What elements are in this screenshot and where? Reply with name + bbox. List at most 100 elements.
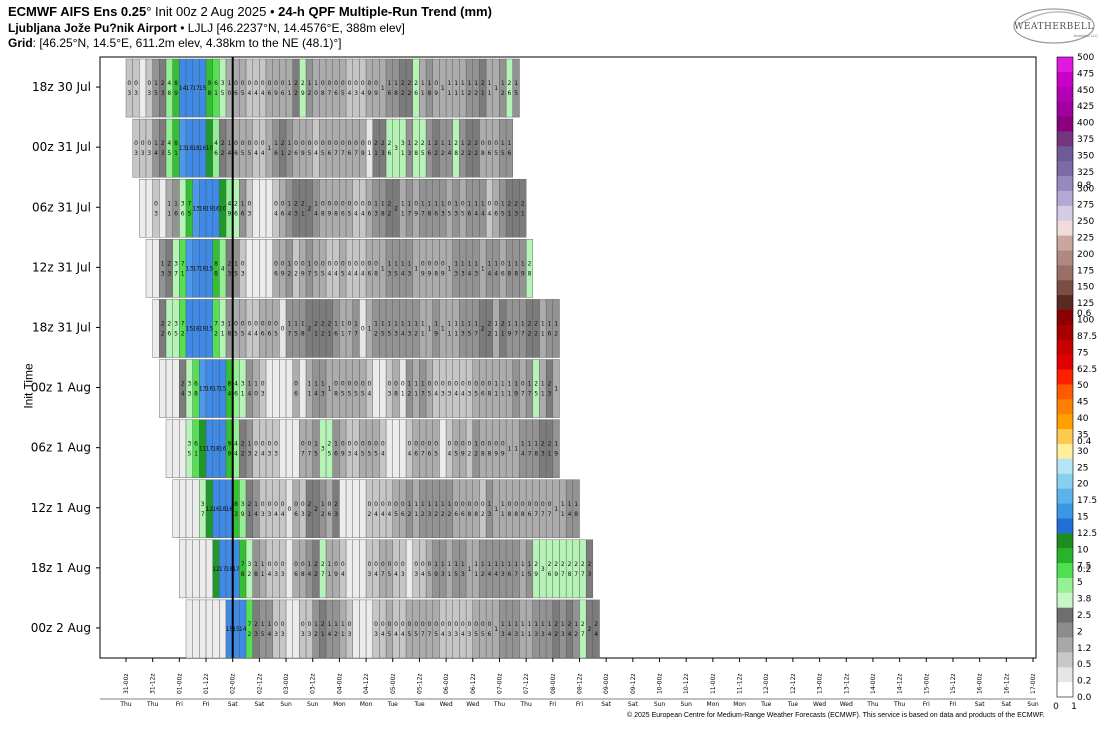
cell-value: 0 bbox=[334, 381, 338, 388]
cell-value: 4 bbox=[287, 210, 291, 217]
qpf-cell bbox=[219, 118, 227, 178]
cell-value: 1 bbox=[434, 561, 438, 568]
station-bullet: • bbox=[176, 21, 188, 35]
cell-value: 4 bbox=[434, 391, 438, 398]
qpf-cell bbox=[425, 419, 433, 478]
colorbar-label: 400 bbox=[1077, 119, 1094, 129]
cell-value: 3 bbox=[294, 210, 298, 217]
cell-value: 4 bbox=[441, 631, 445, 638]
cell-value: 4 bbox=[374, 571, 378, 578]
cell-value: 1 bbox=[494, 260, 498, 267]
cell-value: 1 bbox=[461, 561, 465, 568]
cell-value: 1 bbox=[541, 320, 545, 327]
cell-value: 16 bbox=[199, 145, 207, 152]
cell-value: 2 bbox=[488, 320, 492, 327]
qpf-cell bbox=[332, 539, 340, 599]
qpf-cell bbox=[459, 58, 467, 118]
cell-value: 7 bbox=[327, 90, 331, 97]
qpf-cell bbox=[472, 299, 480, 358]
x-tick-label: 09-12z bbox=[630, 673, 637, 694]
qpf-cell bbox=[432, 58, 440, 118]
cell-value: 1 bbox=[534, 621, 538, 628]
cell-value: 1 bbox=[267, 145, 271, 152]
cell-value: 1 bbox=[334, 320, 338, 327]
cell-value: 0 bbox=[428, 441, 432, 448]
qpf-cell bbox=[505, 599, 514, 659]
qpf-cell bbox=[479, 118, 487, 178]
cell-value: 0 bbox=[134, 80, 138, 87]
cell-value: 3 bbox=[588, 571, 592, 578]
cell-value: 5 bbox=[388, 571, 392, 578]
colorbar-label: 1.2 bbox=[1077, 644, 1091, 654]
cell-value: 2 bbox=[568, 621, 572, 628]
qpf-cell bbox=[505, 359, 514, 418]
cell-value: 2 bbox=[401, 80, 405, 87]
cell-value: 2 bbox=[468, 451, 472, 458]
qpf-cell bbox=[365, 118, 373, 178]
cell-value: 2 bbox=[314, 506, 318, 513]
cell-value: 0 bbox=[247, 80, 251, 87]
qpf-cell bbox=[365, 359, 373, 418]
cell-value: 1 bbox=[414, 265, 418, 272]
cell-value: 0 bbox=[334, 260, 338, 267]
cell-value: 3 bbox=[441, 571, 445, 578]
cell-value: 3 bbox=[374, 210, 378, 217]
cell-value: 1 bbox=[534, 441, 538, 448]
cell-value: 1 bbox=[307, 80, 311, 87]
qpf-cell bbox=[159, 118, 167, 178]
cell-value: 2 bbox=[434, 511, 438, 518]
cell-value: 1 bbox=[521, 320, 525, 327]
cell-value: 7 bbox=[521, 391, 525, 398]
qpf-cell bbox=[352, 178, 360, 238]
cell-value: 0 bbox=[281, 80, 285, 87]
cell-value: 2 bbox=[408, 511, 412, 518]
cell-value: 2 bbox=[474, 140, 478, 147]
cell-value: 9 bbox=[434, 330, 438, 337]
cell-value: 0 bbox=[234, 140, 238, 147]
cell-value: 0 bbox=[401, 621, 405, 628]
cell-value: 3 bbox=[261, 391, 265, 398]
cell-value: 1 bbox=[448, 140, 452, 147]
cell-value: 2 bbox=[434, 150, 438, 157]
cell-value: 0 bbox=[261, 80, 265, 87]
cell-value: 0 bbox=[334, 140, 338, 147]
cell-value: 3 bbox=[374, 631, 378, 638]
colorbar-label: 87.5 bbox=[1077, 332, 1097, 342]
qpf-cell bbox=[459, 299, 467, 358]
qpf-cell bbox=[539, 479, 547, 539]
cell-value: 0 bbox=[541, 501, 545, 508]
qpf-cell bbox=[365, 239, 373, 298]
cell-value: 0 bbox=[141, 140, 145, 147]
x-day-label: Sun bbox=[280, 701, 292, 708]
x-day-label: Thu bbox=[119, 701, 131, 708]
cell-value: 5 bbox=[321, 150, 325, 157]
cell-value: 0 bbox=[294, 381, 298, 388]
title-bullet: • bbox=[266, 4, 279, 19]
cell-value: 3 bbox=[461, 270, 465, 277]
cell-value: 1 bbox=[428, 200, 432, 207]
cell-value: 1 bbox=[327, 386, 331, 393]
qpf-cell bbox=[492, 359, 500, 418]
cell-value: 8 bbox=[508, 270, 512, 277]
cell-value: 0 bbox=[341, 561, 345, 568]
cell-value: 0 bbox=[368, 501, 372, 508]
qpf-cell bbox=[325, 239, 333, 298]
cell-value: 0 bbox=[354, 381, 358, 388]
cell-value: 0 bbox=[301, 621, 305, 628]
cell-value: 1 bbox=[441, 501, 445, 508]
cell-value: 7 bbox=[307, 451, 311, 458]
cell-value: 0 bbox=[307, 441, 311, 448]
qpf-cell bbox=[245, 58, 253, 118]
qpf-cell bbox=[305, 479, 313, 539]
qpf-cell bbox=[179, 178, 187, 238]
cell-value: 1 bbox=[461, 320, 465, 327]
logo-subtext: Analytics LLC bbox=[1073, 33, 1098, 38]
cell-value: 0 bbox=[147, 140, 151, 147]
qpf-cell bbox=[372, 359, 380, 418]
cell-value: 3 bbox=[541, 566, 545, 573]
cell-value: 6 bbox=[501, 270, 505, 277]
cell-value: 5 bbox=[494, 150, 498, 157]
qpf-cell bbox=[485, 599, 494, 659]
cell-value: 2 bbox=[554, 621, 558, 628]
cell-value: 0 bbox=[528, 501, 532, 508]
